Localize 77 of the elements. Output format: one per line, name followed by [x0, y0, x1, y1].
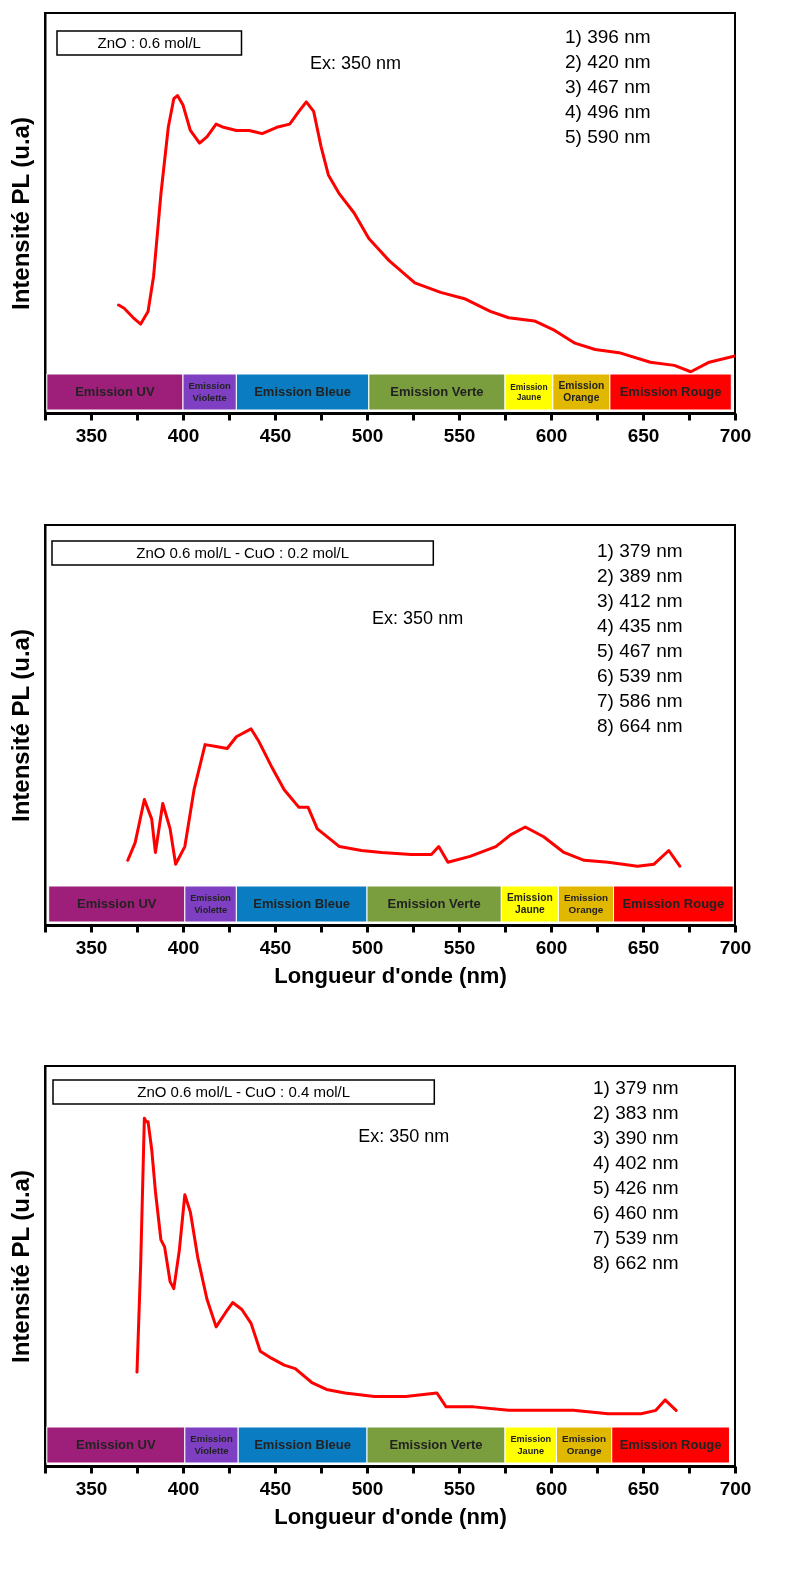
text: 3) 412 nm: [597, 590, 683, 611]
x-tick-label: 500: [351, 1477, 384, 1499]
x-tick-label: 400: [167, 424, 200, 446]
x-tick-label: 350: [75, 936, 108, 958]
band-label: Emission Violette: [188, 380, 232, 403]
x-tick-label: 550: [443, 424, 476, 446]
band-label: Emission Jaune: [506, 891, 553, 916]
annotation: 2) 383 nm: [593, 1102, 679, 1123]
x-tick-label: 400: [167, 1477, 200, 1499]
x-tick-label: 500: [351, 424, 384, 446]
x-tick-label: 500: [351, 936, 384, 958]
annotation: 3) 467 nm: [565, 76, 651, 97]
band-label: Emission UV: [76, 1437, 156, 1452]
x-tick-label: 650: [627, 1477, 660, 1499]
band-label: Emission Violette: [190, 893, 232, 915]
text: ZnO : 0.6 mol/L: [97, 34, 201, 51]
band-label: Emission UV: [75, 384, 155, 399]
band-label: Emission Verte: [389, 1437, 483, 1452]
band-label: Emission UV: [77, 896, 157, 911]
text: 7) 586 nm: [597, 690, 683, 711]
x-tick-label: 650: [627, 424, 660, 446]
annotation: 8) 664 nm: [597, 715, 683, 736]
x-tick-label: 600: [535, 424, 568, 446]
x-tick-label: 350: [75, 424, 108, 446]
band-label: Emission Rouge: [619, 1437, 722, 1452]
x-tick-label: 450: [259, 424, 292, 446]
annotation: 4) 402 nm: [593, 1152, 679, 1173]
text: ZnO 0.6 mol/L - CuO : 0.4 mol/L: [137, 1083, 351, 1100]
band-label: Emission Rouge: [619, 384, 722, 399]
text: 1) 379 nm: [593, 1077, 679, 1098]
band-label: Emission Jaune: [510, 381, 548, 403]
band-label: Emission Verte: [390, 384, 484, 399]
band-label: Emission Bleue: [254, 1437, 352, 1452]
text: 4) 435 nm: [597, 615, 683, 636]
annotation: 5) 590 nm: [565, 126, 651, 147]
x-tick-label: 700: [719, 1477, 752, 1499]
y-axis-title: Intensité PL (u.a): [6, 1170, 34, 1363]
y-axis-title: Intensité PL (u.a): [6, 629, 34, 822]
band-label: Emission Jaune: [510, 1434, 552, 1456]
text: 1) 379 nm: [597, 540, 683, 561]
annotation: 3) 390 nm: [593, 1127, 679, 1148]
y-axis-title: Intensité PL (u.a): [6, 117, 34, 310]
x-tick-label: 550: [443, 1477, 476, 1499]
x-axis-title: Longueur d'onde (nm): [274, 962, 507, 988]
band-label: Emission Bleue: [253, 896, 351, 911]
text: 2) 420 nm: [565, 51, 651, 72]
annotation: Ex: 350 nm: [358, 1126, 450, 1146]
x-tick-label: 350: [75, 1477, 108, 1499]
x-tick-label: 700: [719, 424, 752, 446]
x-tick-label: 450: [259, 1477, 292, 1499]
x-tick-label: 600: [535, 936, 568, 958]
x-axis-title: Longueur d'onde (nm): [274, 1503, 507, 1529]
x-tick-label: 550: [443, 936, 476, 958]
annotation: 8) 662 nm: [593, 1252, 679, 1273]
annotation: 7) 539 nm: [593, 1227, 679, 1248]
text: 6) 539 nm: [597, 665, 683, 686]
text: Ex: 350 nm: [372, 608, 464, 628]
band-label: Emission Orange: [563, 892, 608, 915]
band-label: Emission Orange: [558, 379, 605, 404]
text: 2) 389 nm: [597, 565, 683, 586]
annotation: 5) 426 nm: [593, 1177, 679, 1198]
text: 5) 467 nm: [597, 640, 683, 661]
x-tick-label: 450: [259, 936, 292, 958]
text: 1) 396 nm: [565, 26, 651, 47]
text: Ex: 350 nm: [309, 53, 402, 73]
annotation: 6) 460 nm: [593, 1202, 679, 1223]
band-label: Emission Violette: [190, 1433, 233, 1456]
band-label: Emission Orange: [562, 1433, 607, 1456]
band-label: Emission Rouge: [622, 896, 725, 911]
x-tick-label: 400: [167, 936, 200, 958]
annotation: 4) 496 nm: [565, 101, 651, 122]
x-tick-label: 650: [627, 936, 660, 958]
band-label: Emission Verte: [387, 896, 481, 911]
x-tick-label: 600: [535, 1477, 568, 1499]
text: ZnO 0.6 mol/L - CuO : 0.2 mol/L: [136, 544, 350, 561]
band-label: Emission Bleue: [254, 384, 352, 399]
x-tick-label: 700: [719, 936, 752, 958]
